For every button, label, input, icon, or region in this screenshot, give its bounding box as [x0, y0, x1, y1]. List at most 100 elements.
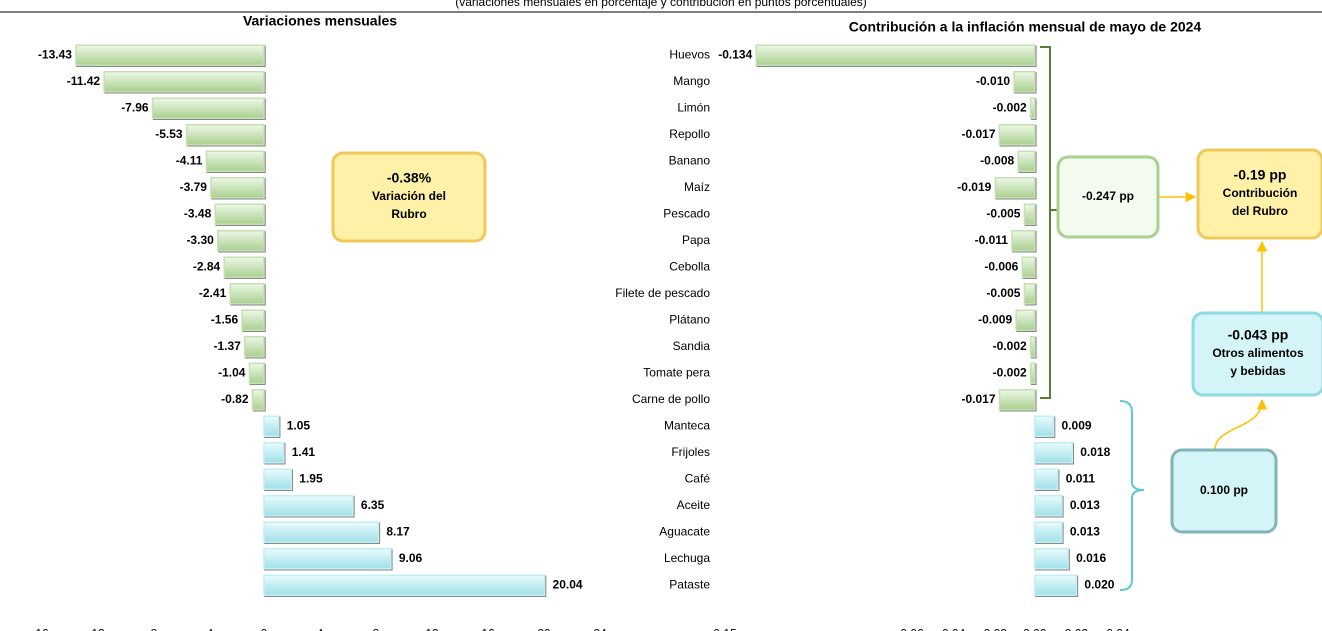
bar [1023, 203, 1036, 225]
value-label: 0.011 [1066, 471, 1096, 485]
x-tick-label: -16 [31, 627, 49, 631]
x-tick-label: -0.04 [938, 627, 966, 631]
value-label: 0.018 [1080, 445, 1110, 459]
bar [1034, 442, 1074, 464]
bar [1011, 230, 1036, 252]
bar [994, 177, 1036, 199]
value-label: 0.009 [1062, 418, 1092, 432]
bar [263, 521, 380, 543]
value-label: -2.41 [199, 286, 227, 300]
x-tick-label: 4 [317, 627, 324, 631]
bar [229, 283, 265, 305]
category-label: Plátano [669, 312, 710, 326]
x-tick-label: 0.04 [1106, 627, 1130, 631]
bar [223, 256, 265, 278]
annotation-text: -0.247 pp [1082, 189, 1134, 203]
annotation-text: 0.100 pp [1200, 483, 1248, 497]
category-label: Frijoles [671, 445, 710, 459]
value-label: -0.005 [986, 286, 1020, 300]
value-label: -0.010 [976, 74, 1010, 88]
x-tick-label: 0.02 [1065, 627, 1089, 631]
value-label: -13.43 [38, 47, 72, 61]
chart-title: Contribución a la inflación mensual de m… [849, 19, 1202, 35]
value-label: 0.013 [1070, 524, 1100, 538]
value-label: -0.017 [961, 127, 995, 141]
annotation-text: del Rubro [1232, 204, 1288, 218]
x-tick-label: -0.15 [709, 627, 737, 631]
value-label: -0.019 [957, 180, 991, 194]
category-label: Aguacate [659, 524, 710, 538]
value-label: -4.11 [176, 153, 203, 167]
category-label: Pescado [663, 206, 710, 220]
value-label: -7.96 [121, 100, 149, 114]
value-label: -1.04 [218, 365, 246, 379]
value-label: 1.05 [287, 418, 311, 432]
bar [263, 468, 293, 490]
bar [998, 389, 1036, 411]
bar [1023, 283, 1036, 305]
bar [755, 44, 1036, 66]
bar [1021, 256, 1036, 278]
bar [1034, 495, 1063, 517]
value-label: -0.002 [993, 100, 1027, 114]
bar [248, 362, 265, 384]
bar [1015, 309, 1036, 331]
x-tick-label: -0.06 [896, 627, 924, 631]
bar [1034, 574, 1078, 596]
value-label: -11.42 [67, 74, 101, 88]
bar [1029, 97, 1036, 119]
category-label: Aceite [677, 498, 711, 512]
value-label: 9.06 [399, 551, 423, 565]
value-label: -0.005 [986, 206, 1020, 220]
value-label: 8.17 [386, 524, 410, 538]
x-tick-label: 20 [537, 627, 551, 631]
bar [1029, 336, 1036, 358]
x-tick-label: -12 [87, 627, 105, 631]
annotation-text: Otros alimentos [1212, 346, 1304, 360]
category-label: Maíz [684, 180, 710, 194]
x-tick-label: -4 [203, 627, 214, 631]
value-label: -0.002 [993, 365, 1027, 379]
annotation-text: -0.043 pp [1228, 327, 1289, 343]
value-label: -0.134 [718, 47, 752, 61]
category-label: Banano [669, 153, 711, 167]
annotation-box [1196, 148, 1322, 240]
annotation-text: -0.19 pp [1234, 167, 1287, 183]
value-label: -0.009 [978, 312, 1012, 326]
category-label: Sandia [673, 339, 711, 353]
value-label: -0.006 [984, 259, 1018, 273]
bar [205, 150, 265, 172]
value-label: -0.017 [961, 392, 995, 406]
category-label: Café [685, 471, 711, 485]
bar [214, 203, 265, 225]
value-label: 20.04 [553, 577, 583, 591]
value-label: -1.37 [213, 339, 241, 353]
x-tick-label: 0 [261, 627, 268, 631]
value-label: 0.013 [1070, 498, 1100, 512]
annotation-box [1056, 155, 1160, 239]
bar [217, 230, 265, 252]
annotation-box [1191, 311, 1322, 397]
category-label: Repollo [669, 127, 710, 141]
bar [103, 71, 265, 93]
bar [263, 442, 285, 464]
bar [185, 124, 265, 146]
annotation-text: Rubro [391, 207, 426, 221]
value-label: -0.82 [221, 392, 249, 406]
bracket [1119, 400, 1145, 591]
category-label: Tomate pera [643, 365, 710, 379]
bar [1013, 71, 1036, 93]
category-label: Papa [682, 233, 710, 247]
value-label: 0.016 [1076, 551, 1106, 565]
annotation-text: Variación del [372, 189, 446, 203]
value-label: -3.30 [186, 233, 214, 247]
bar [1034, 548, 1069, 570]
value-label: 0.020 [1084, 577, 1114, 591]
annotation-text: -0.38% [387, 170, 432, 186]
bar [263, 548, 392, 570]
value-label: -2.84 [193, 259, 221, 273]
x-tick-label: 0.00 [1023, 627, 1047, 631]
annotation-text: Contribución [1223, 186, 1298, 200]
category-label: Pataste [669, 577, 710, 591]
